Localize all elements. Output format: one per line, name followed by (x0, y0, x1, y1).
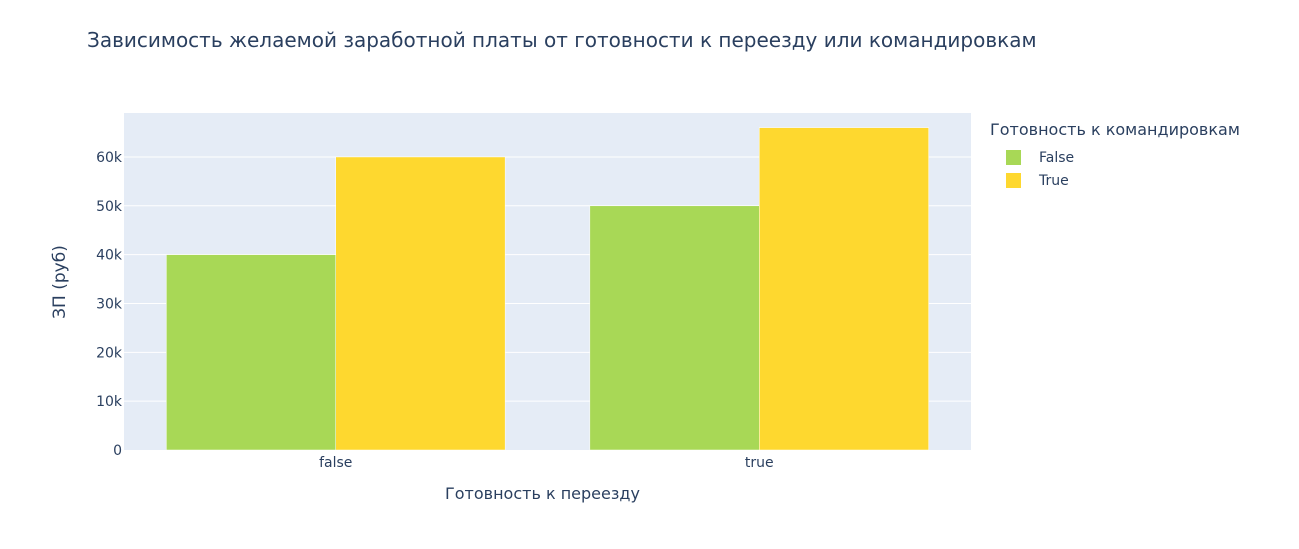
y-tick-label: 50k (96, 199, 123, 215)
y-tick-label: 20k (96, 345, 123, 361)
y-axis-ticks: 0 10k 20k 30k 40k 50k 60k (96, 150, 123, 459)
y-tick-label: 0 (113, 443, 122, 459)
legend-label-false: False (1039, 149, 1075, 166)
bar-false-false[interactable] (166, 254, 336, 451)
legend-title: Готовность к командировкам (990, 120, 1240, 139)
y-tick-label: 60k (96, 150, 123, 166)
legend-item-true[interactable]: True (990, 169, 1240, 192)
y-tick-label: 10k (96, 394, 123, 410)
y-tick-label: 40k (96, 248, 123, 264)
bar-true-false[interactable] (589, 205, 760, 451)
x-tick-label: false (319, 455, 352, 471)
y-axis-label: ЗП (руб) (50, 245, 70, 319)
x-axis-label: Готовность к переезду (445, 484, 640, 503)
x-tick-label: true (745, 455, 774, 471)
y-tick-label: 30k (96, 296, 123, 312)
legend-swatch-true (1006, 173, 1021, 188)
chart-title: Зависимость желаемой заработной платы от… (87, 28, 1037, 52)
legend-item-false[interactable]: False (990, 146, 1240, 169)
bar-true-true[interactable] (759, 127, 929, 451)
bars (166, 127, 929, 451)
legend-label-true: True (1039, 172, 1069, 189)
bar-false-true[interactable] (335, 156, 506, 451)
legend-swatch-false (1006, 150, 1021, 165)
legend: Готовность к командировкам False True (990, 120, 1240, 192)
x-axis-ticks: false true (319, 455, 774, 471)
